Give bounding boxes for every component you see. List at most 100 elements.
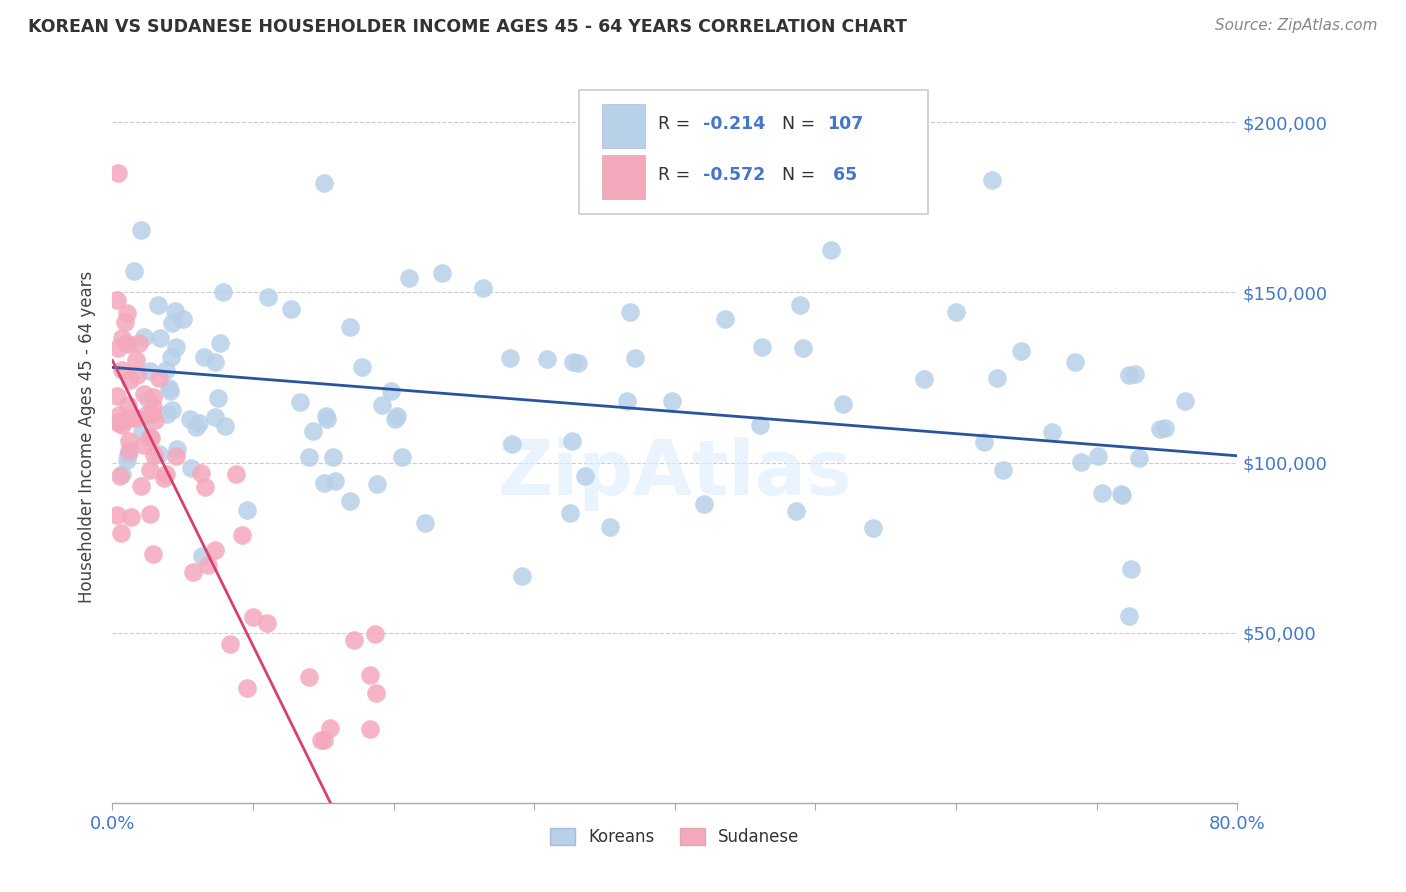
Point [1087,449,1109,463]
Point [359,668,381,682]
Text: ZipAtlas: ZipAtlas [498,437,852,510]
Point [165,340,187,354]
Point [315,409,337,423]
Point [748,417,770,432]
Point [180,460,202,475]
Point [160,402,183,417]
Point [789,298,811,312]
Point [159,384,181,398]
Text: -0.572: -0.572 [703,166,765,185]
Point [194,480,217,494]
Point [751,340,773,354]
Point [343,633,366,648]
Point [127,368,149,382]
Point [152,471,174,485]
Text: N =: N = [782,115,821,133]
Point [187,416,209,430]
Point [160,350,183,364]
Point [184,420,207,434]
Point [142,390,165,404]
Point [298,450,321,464]
Point [792,341,814,355]
FancyBboxPatch shape [579,90,928,214]
Point [323,474,346,488]
Point [574,469,596,483]
Text: R =: R = [658,166,696,185]
Point [157,381,180,395]
Point [366,477,388,491]
Point [1174,393,1197,408]
Point [912,372,935,386]
Point [211,285,233,300]
Legend: Koreans, Sudanese: Koreans, Sudanese [544,822,806,853]
Point [136,392,159,407]
Point [1091,485,1114,500]
Point [132,329,155,343]
Point [257,290,280,304]
Point [108,417,131,431]
Point [110,363,132,377]
Point [322,450,344,464]
Point [298,670,321,684]
Point [204,409,226,424]
Point [616,393,638,408]
Point [218,637,240,651]
Point [831,396,853,410]
Point [280,302,302,317]
Point [134,438,156,452]
Point [413,516,436,530]
Point [111,417,134,432]
Point [391,450,413,465]
Y-axis label: Householder Income Ages 45 - 64 years: Householder Income Ages 45 - 64 years [77,271,96,603]
Text: Source: ZipAtlas.com: Source: ZipAtlas.com [1215,18,1378,33]
Point [242,610,264,624]
Point [713,311,735,326]
Point [1118,608,1140,623]
Point [110,415,132,429]
Point [108,409,131,423]
Point [155,363,177,377]
Point [1070,455,1092,469]
Point [1040,425,1063,440]
Point [129,223,152,237]
Point [339,494,361,508]
Point [862,521,884,535]
Bar [602,104,644,148]
Point [501,436,523,450]
Point [143,448,166,462]
Point [118,373,141,387]
Point [364,686,387,700]
Point [991,463,1014,477]
Point [385,409,408,423]
Point [118,443,141,458]
Point [165,449,187,463]
Text: 107: 107 [827,115,863,133]
Point [193,350,215,364]
Point [111,331,134,345]
Point [146,298,169,312]
Point [510,568,533,582]
Point [359,722,381,736]
Point [225,467,247,481]
Text: -0.214: -0.214 [703,115,765,133]
Point [371,398,394,412]
Point [107,341,129,355]
Point [208,335,231,350]
Point [693,497,716,511]
Point [122,264,145,278]
Point [172,312,194,326]
Point [214,419,236,434]
Point [1109,487,1132,501]
Point [231,528,253,542]
Point [339,319,361,334]
Point [558,507,581,521]
Point [156,408,179,422]
Point [986,371,1008,385]
Point [499,351,522,365]
Point [115,336,138,351]
Point [561,355,583,369]
Point [350,359,373,374]
Point [315,412,337,426]
Point [163,303,186,318]
Point [302,424,325,438]
